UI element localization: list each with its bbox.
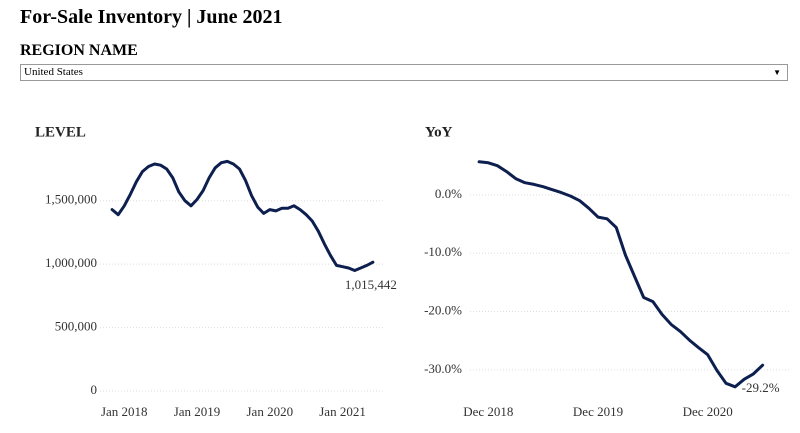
page-title: For-Sale Inventory | June 2021 (20, 6, 283, 28)
x-tick-label: Dec 2018 (463, 404, 513, 419)
x-tick-label: Jan 2018 (101, 404, 148, 419)
data-line (477, 160, 765, 389)
y-tick-label: -20.0% (424, 303, 462, 318)
data-label: 1,015,442 (345, 277, 397, 292)
y-tick-label: 0.0% (435, 186, 462, 201)
chart-title: YoY (425, 124, 453, 140)
data-label: -29.2% (742, 380, 780, 395)
x-tick-label: Dec 2020 (683, 404, 733, 419)
region-dropdown[interactable]: United States ▼ (20, 64, 788, 81)
y-tick-label: -30.0% (424, 361, 462, 376)
x-tick-label: Jan 2021 (319, 404, 366, 419)
filter-label: REGION NAME (20, 42, 138, 59)
dropdown-value: United States (24, 66, 83, 78)
dropdown-arrow: ▼ (773, 68, 781, 77)
y-tick-label: 0 (91, 382, 98, 397)
x-tick-label: Dec 2019 (573, 404, 623, 419)
y-tick-label: 1,000,000 (45, 255, 97, 270)
x-tick-label: Jan 2019 (174, 404, 221, 419)
y-tick-label: -10.0% (424, 244, 462, 259)
data-line (110, 159, 375, 272)
chart-title: LEVEL (35, 124, 86, 140)
x-tick-label: Jan 2020 (246, 404, 293, 419)
y-tick-label: 500,000 (55, 319, 97, 334)
y-tick-label: 1,500,000 (45, 192, 97, 207)
